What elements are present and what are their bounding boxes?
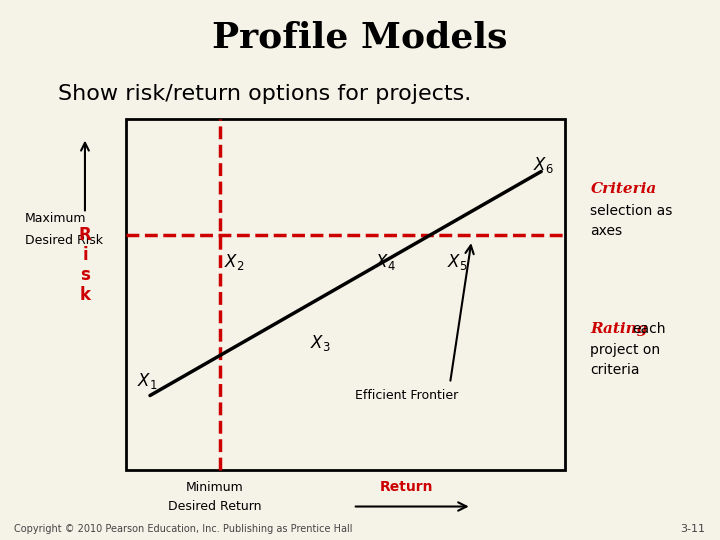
Text: s: s — [80, 266, 90, 284]
Text: $X_3$: $X_3$ — [310, 333, 330, 353]
Text: each: each — [632, 322, 666, 336]
Text: Efficient Frontier: Efficient Frontier — [355, 389, 459, 402]
Text: $X_1$: $X_1$ — [138, 370, 158, 391]
Text: $X_6$: $X_6$ — [534, 154, 554, 175]
Text: Maximum: Maximum — [25, 212, 86, 225]
Text: i: i — [82, 246, 88, 264]
Text: Criteria: Criteria — [590, 182, 657, 196]
Text: k: k — [79, 286, 91, 304]
Text: criteria: criteria — [590, 363, 640, 377]
Text: Copyright © 2010 Pearson Education, Inc. Publishing as Prentice Hall: Copyright © 2010 Pearson Education, Inc.… — [14, 523, 353, 534]
Bar — [126, 119, 565, 470]
Text: Rating: Rating — [590, 322, 648, 336]
Text: Show risk/return options for projects.: Show risk/return options for projects. — [58, 84, 471, 105]
Text: $X_4$: $X_4$ — [375, 252, 395, 272]
Text: Desired Risk: Desired Risk — [25, 234, 103, 247]
Text: selection as: selection as — [590, 204, 672, 218]
Text: Minimum: Minimum — [186, 481, 243, 494]
Text: Desired Return: Desired Return — [168, 500, 261, 513]
Text: Return: Return — [380, 480, 433, 494]
Text: R: R — [78, 226, 91, 244]
Text: $X_5$: $X_5$ — [447, 252, 467, 272]
Text: $X_2$: $X_2$ — [224, 252, 244, 272]
Text: Profile Models: Profile Models — [212, 21, 508, 55]
Text: project on: project on — [590, 343, 660, 357]
Text: 3-11: 3-11 — [680, 523, 706, 534]
Text: axes: axes — [590, 224, 623, 238]
